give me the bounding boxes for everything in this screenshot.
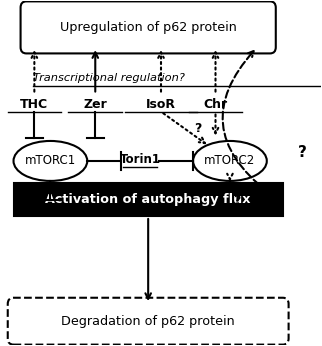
Text: mTORC1: mTORC1	[25, 154, 76, 167]
Text: Upregulation of p62 protein: Upregulation of p62 protein	[60, 21, 237, 34]
Ellipse shape	[14, 141, 87, 181]
FancyBboxPatch shape	[14, 183, 283, 216]
Text: Transcriptional regulation?: Transcriptional regulation?	[33, 73, 185, 83]
Text: mTORC2: mTORC2	[204, 154, 256, 167]
Ellipse shape	[193, 141, 267, 181]
Text: IsoR: IsoR	[146, 98, 176, 111]
Text: ?: ?	[194, 122, 202, 135]
Text: Activation of autophagy flux: Activation of autophagy flux	[45, 193, 251, 206]
Text: Torin1: Torin1	[120, 153, 161, 166]
Text: ?: ?	[298, 145, 307, 160]
Text: Degradation of p62 protein: Degradation of p62 protein	[61, 315, 235, 328]
FancyBboxPatch shape	[21, 1, 276, 53]
Text: THC: THC	[20, 98, 48, 111]
Text: Chr: Chr	[204, 98, 228, 111]
Text: ?: ?	[233, 194, 240, 207]
Text: Zer: Zer	[83, 98, 107, 111]
FancyBboxPatch shape	[8, 298, 289, 345]
